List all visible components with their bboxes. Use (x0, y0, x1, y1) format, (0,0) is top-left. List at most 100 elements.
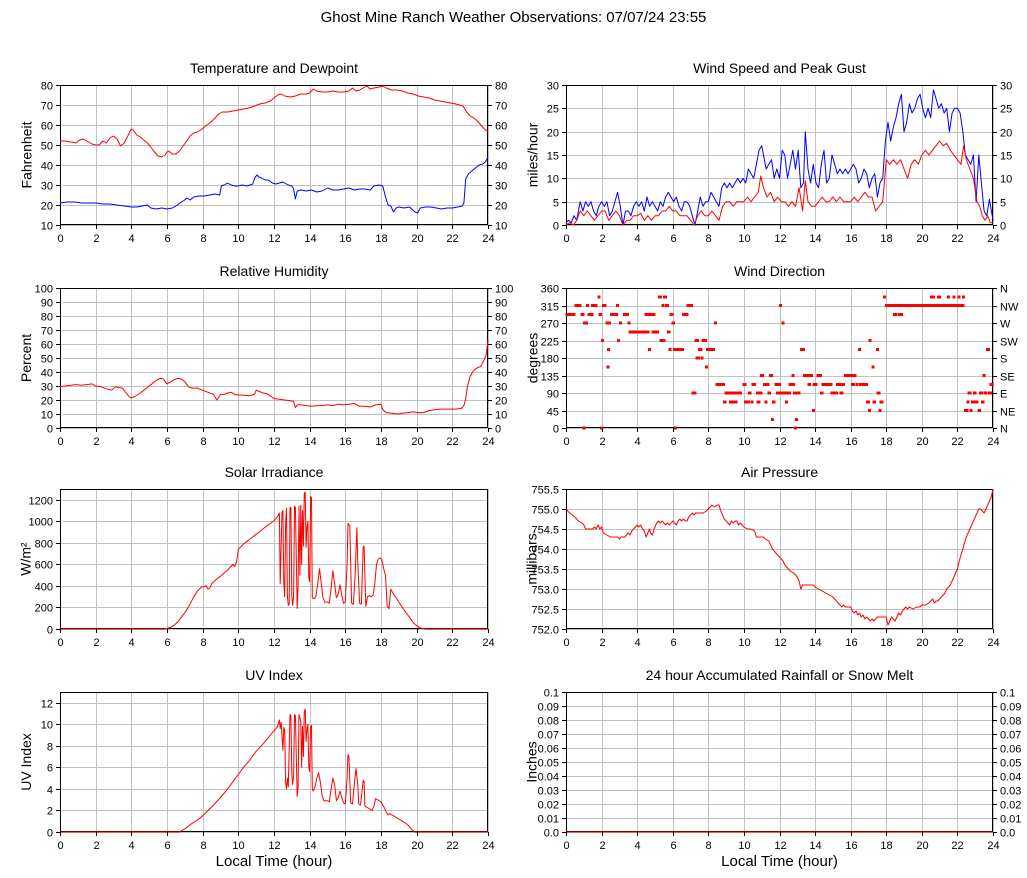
svg-text:22: 22 (951, 840, 963, 852)
svg-text:80: 80 (41, 312, 53, 324)
svg-text:0.09: 0.09 (1000, 702, 1021, 714)
svg-text:6: 6 (164, 436, 170, 448)
svg-text:24: 24 (482, 637, 494, 649)
svg-text:SE: SE (1000, 372, 1015, 384)
svg-text:100: 100 (35, 284, 53, 296)
svg-text:315: 315 (541, 302, 559, 314)
svg-text:10: 10 (41, 720, 53, 732)
svg-text:10: 10 (547, 174, 559, 186)
svg-text:15: 15 (547, 151, 559, 163)
svg-text:0.03: 0.03 (1000, 786, 1021, 798)
svg-text:30: 30 (41, 382, 53, 394)
svg-text:6: 6 (670, 233, 676, 245)
svg-text:20: 20 (41, 396, 53, 408)
svg-text:0.06: 0.06 (538, 744, 559, 756)
svg-text:0: 0 (47, 625, 53, 637)
svg-text:8: 8 (705, 233, 711, 245)
svg-text:753.0: 753.0 (531, 585, 559, 597)
svg-text:600: 600 (35, 560, 53, 572)
svg-text:60: 60 (495, 340, 507, 352)
svg-text:0: 0 (57, 233, 63, 245)
svg-text:0: 0 (57, 637, 63, 649)
chart-title: UV Index (245, 667, 303, 683)
chart-air-pressure: Air Pressure millibars 0 2 4 6 8 10 12 14 16 18 20… (506, 456, 1027, 656)
svg-text:10: 10 (738, 436, 750, 448)
air-pressure-canvas: 0 2 4 6 8 10 12 14 16 18 20 22 24752.0752.5753.0753.… (531, 485, 999, 650)
svg-text:10: 10 (738, 233, 750, 245)
svg-text:4: 4 (634, 233, 640, 245)
svg-text:752.5: 752.5 (531, 605, 559, 617)
svg-text:2: 2 (599, 840, 605, 852)
svg-text:8: 8 (200, 840, 206, 852)
svg-text:NW: NW (1000, 302, 1019, 314)
svg-text:0.04: 0.04 (1000, 772, 1021, 784)
svg-text:754.5: 754.5 (531, 525, 559, 537)
svg-text:135: 135 (541, 372, 559, 384)
svg-text:0.0: 0.0 (544, 828, 559, 840)
svg-text:18: 18 (375, 436, 387, 448)
svg-text:20: 20 (411, 233, 423, 245)
svg-text:225: 225 (541, 337, 559, 349)
svg-text:5: 5 (553, 198, 559, 210)
svg-text:2: 2 (93, 840, 99, 852)
svg-text:800: 800 (35, 539, 53, 551)
svg-text:14: 14 (809, 436, 821, 448)
x-axis-label: Local Time (hour) (721, 853, 838, 870)
svg-text:10: 10 (495, 410, 507, 422)
svg-text:0.1: 0.1 (1000, 688, 1015, 700)
svg-text:10: 10 (41, 221, 53, 233)
svg-text:20: 20 (916, 637, 928, 649)
svg-text:0: 0 (57, 840, 63, 852)
svg-text:30: 30 (41, 181, 53, 193)
svg-text:180: 180 (541, 354, 559, 366)
svg-text:12: 12 (268, 840, 280, 852)
svg-text:18: 18 (375, 233, 387, 245)
svg-text:360: 360 (541, 284, 559, 296)
svg-text:14: 14 (304, 637, 316, 649)
svg-text:0.05: 0.05 (1000, 758, 1021, 770)
svg-text:12: 12 (268, 436, 280, 448)
svg-text:0: 0 (1000, 221, 1006, 233)
svg-text:2: 2 (599, 637, 605, 649)
svg-text:0: 0 (563, 637, 569, 649)
svg-text:8: 8 (705, 637, 711, 649)
chart-title: Solar Irradiance (224, 464, 324, 480)
svg-text:20: 20 (495, 396, 507, 408)
svg-text:753.5: 753.5 (531, 565, 559, 577)
svg-text:6: 6 (164, 637, 170, 649)
svg-text:0.07: 0.07 (1000, 730, 1021, 742)
svg-text:16: 16 (845, 840, 857, 852)
svg-text:0.05: 0.05 (538, 758, 559, 770)
svg-text:0: 0 (563, 840, 569, 852)
svg-text:22: 22 (951, 637, 963, 649)
svg-text:8: 8 (705, 840, 711, 852)
svg-text:12: 12 (774, 233, 786, 245)
svg-text:30: 30 (495, 382, 507, 394)
svg-text:10: 10 (738, 637, 750, 649)
svg-text:18: 18 (880, 436, 892, 448)
svg-text:30: 30 (495, 181, 507, 193)
svg-text:60: 60 (41, 121, 53, 133)
svg-text:22: 22 (446, 436, 458, 448)
svg-text:70: 70 (495, 326, 507, 338)
svg-text:W: W (1000, 319, 1011, 331)
svg-text:16: 16 (845, 637, 857, 649)
svg-text:70: 70 (41, 101, 53, 113)
svg-text:45: 45 (547, 407, 559, 419)
svg-text:752.0: 752.0 (531, 625, 559, 637)
svg-text:14: 14 (809, 840, 821, 852)
svg-text:18: 18 (375, 840, 387, 852)
svg-text:60: 60 (41, 340, 53, 352)
svg-text:0.08: 0.08 (538, 716, 559, 728)
svg-text:S: S (1000, 354, 1007, 366)
svg-text:8: 8 (47, 742, 53, 754)
svg-text:22: 22 (446, 637, 458, 649)
svg-text:14: 14 (304, 233, 316, 245)
svg-text:40: 40 (41, 161, 53, 173)
svg-text:90: 90 (547, 389, 559, 401)
svg-text:20: 20 (411, 840, 423, 852)
